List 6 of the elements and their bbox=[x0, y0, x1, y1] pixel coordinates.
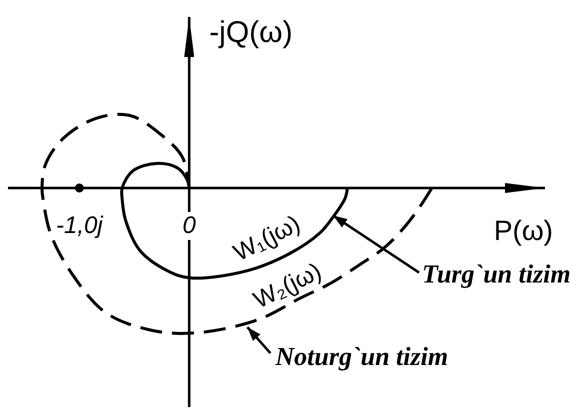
annotation: Noturg`un tizim bbox=[274, 342, 448, 372]
x-tick-label: -1,0j bbox=[56, 212, 104, 239]
x-tick-label: 0 bbox=[182, 212, 197, 239]
x-axis-title: P(ω) bbox=[494, 215, 553, 246]
annotation: Turg`un tizim bbox=[422, 260, 571, 289]
y-axis-title: -jQ(ω) bbox=[209, 16, 293, 49]
